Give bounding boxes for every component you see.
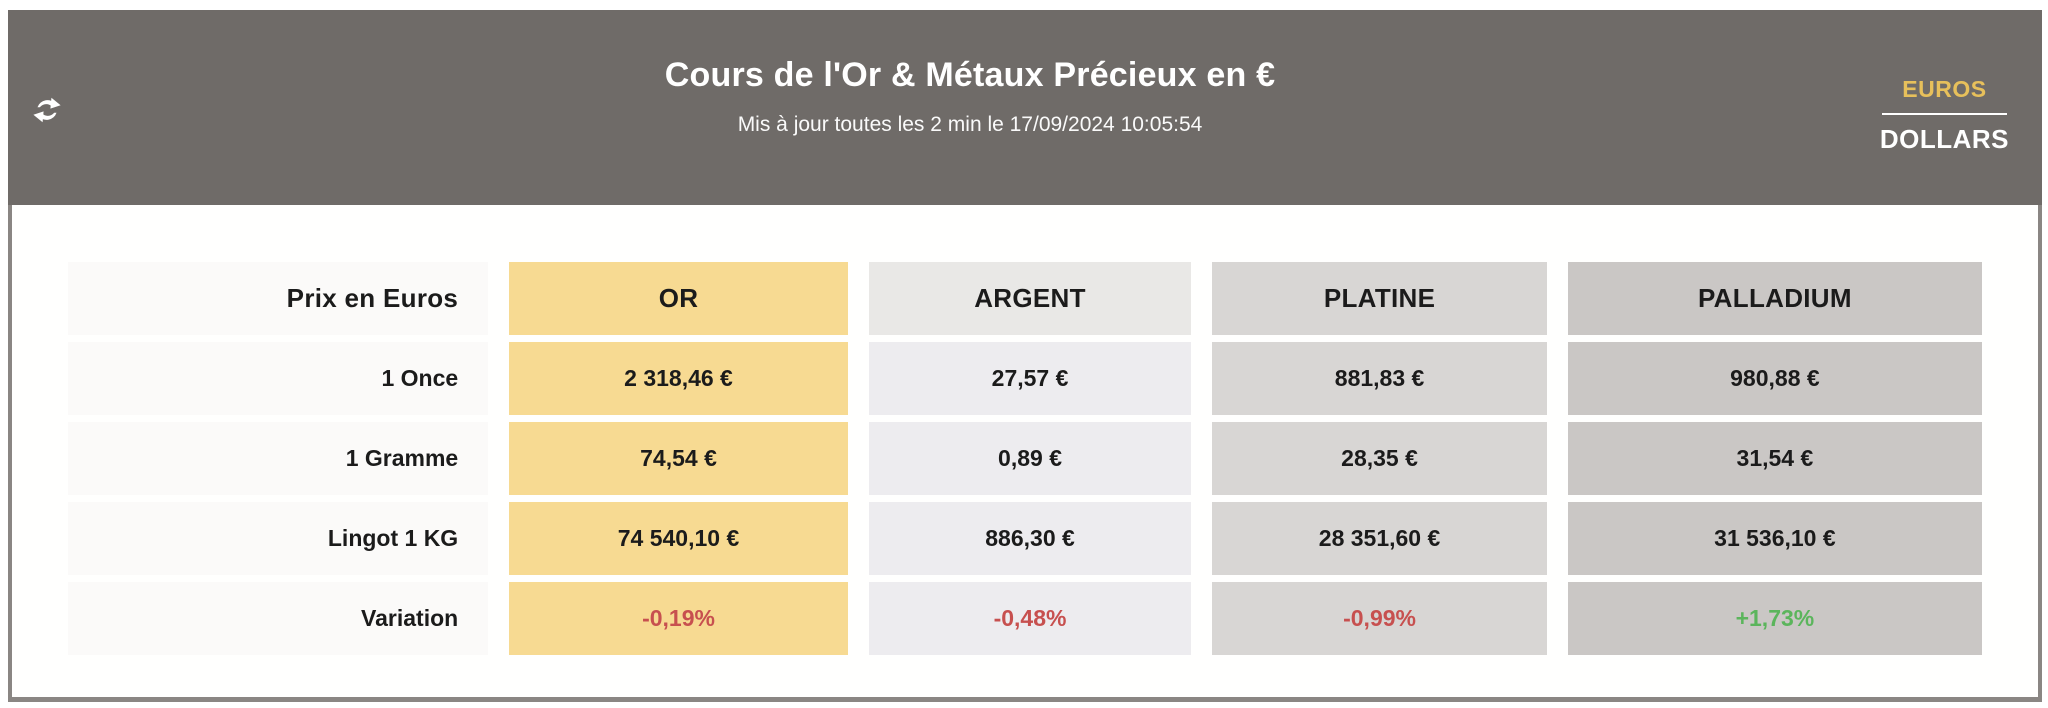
value-palladium-gramme: 31,54 € [1567,422,1982,495]
value-argent-lingot: 886,30 € [868,502,1192,575]
refresh-icon [30,93,64,127]
variation-palladium: +1,73% [1567,582,1982,655]
currency-toggle: EUROS DOLLARS [1880,76,2009,155]
widget-header: Cours de l'Or & Métaux Précieux en € Mis… [8,10,2042,205]
value-or-once: 2 318,46 € [509,342,848,415]
value-or-lingot: 74 540,10 € [509,502,848,575]
value-argent-gramme: 0,89 € [868,422,1192,495]
value-platine-gramme: 28,35 € [1212,422,1547,495]
column-header-palladium: PALLADIUM [1567,262,1982,335]
value-or-gramme: 74,54 € [509,422,848,495]
row-label-once: 1 Once [68,342,489,415]
column-header-argent: ARGENT [868,262,1192,335]
row-label-gramme: 1 Gramme [68,422,489,495]
page-title: Cours de l'Or & Métaux Précieux en € [664,56,1276,94]
column-header-platine: PLATINE [1212,262,1547,335]
update-status: Mis à jour toutes les 2 min le 17/09/202… [737,113,1203,136]
currency-option-euros[interactable]: EUROS [1902,76,1987,102]
row-label-lingot: Lingot 1 KG [68,502,489,575]
gold-prices-widget: Cours de l'Or & Métaux Précieux en € Mis… [8,10,2042,702]
value-platine-once: 881,83 € [1212,342,1547,415]
currency-option-dollars[interactable]: DOLLARS [1879,124,2009,154]
value-palladium-once: 980,88 € [1567,342,1982,415]
prices-table: Prix en Euros OR ARGENT PLATINE PALLADIU… [68,262,1982,655]
value-palladium-lingot: 31 536,10 € [1567,502,1982,575]
value-argent-once: 27,57 € [868,342,1192,415]
table-corner-label: Prix en Euros [68,262,489,335]
value-platine-lingot: 28 351,60 € [1212,502,1547,575]
variation-platine: -0,99% [1212,582,1547,655]
row-label-variation: Variation [68,582,489,655]
currency-divider [1881,113,2007,115]
variation-argent: -0,48% [868,582,1192,655]
refresh-button[interactable] [30,93,64,127]
variation-or: -0,19% [509,582,848,655]
widget-body: Prix en Euros OR ARGENT PLATINE PALLADIU… [8,205,2042,702]
column-header-or: OR [509,262,848,335]
header-titles: Cours de l'Or & Métaux Précieux en € Mis… [8,56,1932,137]
